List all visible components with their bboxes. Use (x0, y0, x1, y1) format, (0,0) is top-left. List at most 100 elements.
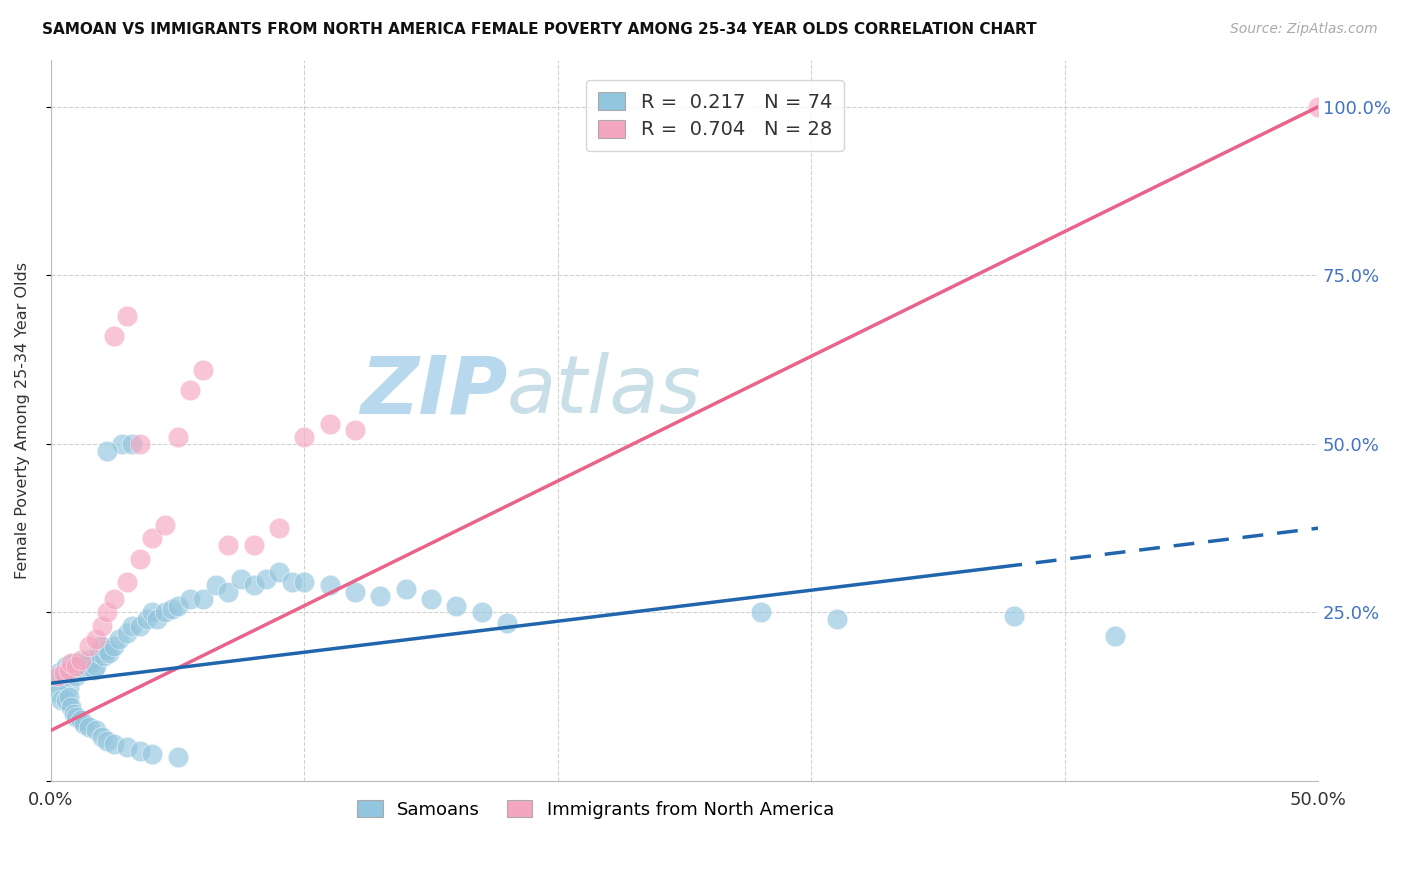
Point (343, 424, 366, 438)
Point (103, 329, 125, 343)
Point (204, 578, 226, 592)
Point (115, 575, 138, 590)
Point (318, 417, 340, 431)
Point (75, 659, 97, 673)
Point (267, 521, 290, 535)
Point (179, 383, 201, 397)
Point (55, 659, 77, 673)
Point (77, 720, 100, 734)
Point (162, 602, 184, 616)
Point (141, 606, 163, 620)
Point (471, 606, 494, 620)
Point (446, 599, 468, 613)
Point (90, 730, 112, 744)
Point (292, 575, 315, 590)
Point (166, 750, 188, 764)
Point (128, 551, 150, 566)
Point (65, 669, 87, 683)
Point (128, 744, 150, 758)
Text: ZIP: ZIP (360, 352, 508, 431)
Point (58, 680, 80, 694)
Point (87, 646, 110, 660)
Point (80, 656, 103, 670)
Point (141, 747, 163, 761)
Point (128, 437, 150, 451)
Point (58, 663, 80, 677)
Point (103, 737, 125, 751)
Point (318, 578, 340, 592)
Point (60, 663, 83, 677)
Point (62, 706, 84, 721)
Point (267, 565, 290, 579)
Point (90, 639, 112, 653)
Text: atlas: atlas (508, 352, 702, 431)
Point (217, 585, 239, 599)
Point (395, 582, 418, 596)
Point (749, 606, 772, 620)
Point (242, 538, 264, 552)
Point (420, 591, 443, 606)
Point (96, 642, 118, 657)
Point (370, 589, 392, 603)
Point (1104, 629, 1126, 643)
Point (103, 591, 125, 606)
Point (90, 619, 112, 633)
Text: SAMOAN VS IMMIGRANTS FROM NORTH AMERICA FEMALE POVERTY AMONG 25-34 YEAR OLDS COR: SAMOAN VS IMMIGRANTS FROM NORTH AMERICA … (42, 22, 1036, 37)
Point (254, 572, 277, 586)
Point (77, 653, 100, 667)
Point (146, 612, 169, 626)
Point (65, 659, 87, 673)
Point (229, 572, 252, 586)
Point (70, 656, 93, 670)
Point (1002, 608, 1025, 623)
Point (217, 538, 239, 552)
Point (103, 639, 125, 653)
Point (60, 656, 83, 670)
Point (115, 309, 138, 323)
Point (136, 612, 159, 626)
Point (52, 666, 75, 681)
Point (77, 639, 100, 653)
Point (121, 619, 143, 633)
Legend: Samoans, Immigrants from North America: Samoans, Immigrants from North America (350, 793, 841, 826)
Point (70, 714, 93, 728)
Point (86, 632, 108, 647)
Point (128, 619, 150, 633)
Point (83, 663, 105, 677)
Point (70, 653, 93, 667)
Point (1308, 100, 1330, 114)
Point (96, 606, 118, 620)
Point (115, 740, 138, 755)
Point (93, 649, 115, 664)
Point (86, 659, 108, 673)
Point (73, 716, 96, 731)
Point (108, 632, 131, 647)
Point (496, 615, 519, 630)
Point (65, 710, 87, 724)
Point (49, 693, 72, 707)
Point (45, 676, 67, 690)
Point (121, 437, 143, 451)
Point (67, 659, 90, 673)
Point (86, 723, 108, 738)
Point (60, 699, 83, 714)
Y-axis label: Female Poverty Among 25-34 Year Olds: Female Poverty Among 25-34 Year Olds (15, 261, 30, 579)
Point (62, 656, 84, 670)
Point (73, 663, 96, 677)
Text: Source: ZipAtlas.com: Source: ZipAtlas.com (1230, 22, 1378, 37)
Point (191, 591, 214, 606)
Point (115, 625, 138, 640)
Point (166, 599, 188, 613)
Point (48, 686, 70, 700)
Point (242, 578, 264, 592)
Point (191, 362, 214, 376)
Point (111, 437, 134, 451)
Point (96, 443, 118, 458)
Point (153, 517, 176, 532)
Point (343, 585, 366, 599)
Point (96, 733, 118, 747)
Point (292, 430, 315, 444)
Point (58, 690, 80, 704)
Point (48, 669, 70, 683)
Point (825, 612, 848, 626)
